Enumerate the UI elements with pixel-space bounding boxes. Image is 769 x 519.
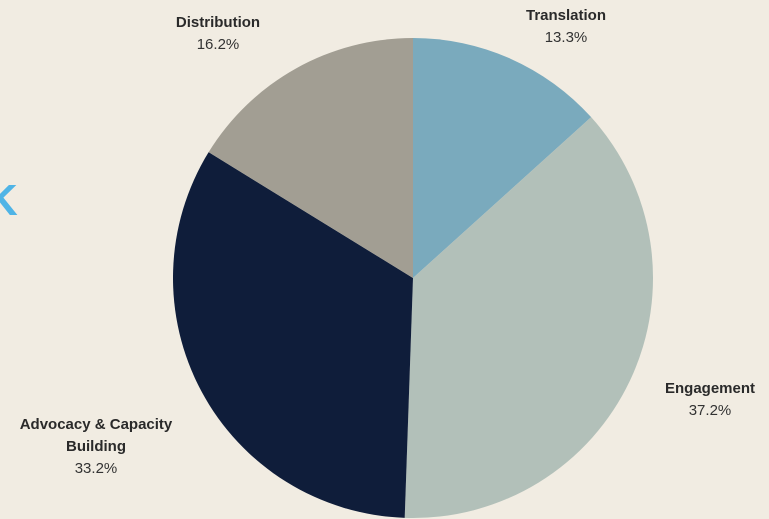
cut-off-text: K <box>0 176 18 225</box>
pie-slice <box>404 117 654 519</box>
slice-label: Distribution 16.2% <box>118 12 318 56</box>
slice-label: Translation 13.3% <box>466 5 666 49</box>
slice-label: Engagement 37.2% <box>610 378 769 422</box>
value-label: 16.2% <box>196 36 240 53</box>
value-label: 33.2% <box>74 460 118 477</box>
category-label: Distribution <box>175 14 261 31</box>
pie-slice <box>172 152 413 518</box>
category-label: Translation <box>525 7 607 24</box>
category-label: Advocacy & Capacity Building <box>19 416 173 455</box>
pie-slice <box>208 38 413 278</box>
slice-label: Advocacy & Capacity Building 33.2% <box>0 414 196 480</box>
category-label: Engagement <box>664 380 755 397</box>
value-label: 13.3% <box>544 29 588 46</box>
value-label: 37.2% <box>688 402 732 419</box>
pie-slice <box>413 38 592 278</box>
